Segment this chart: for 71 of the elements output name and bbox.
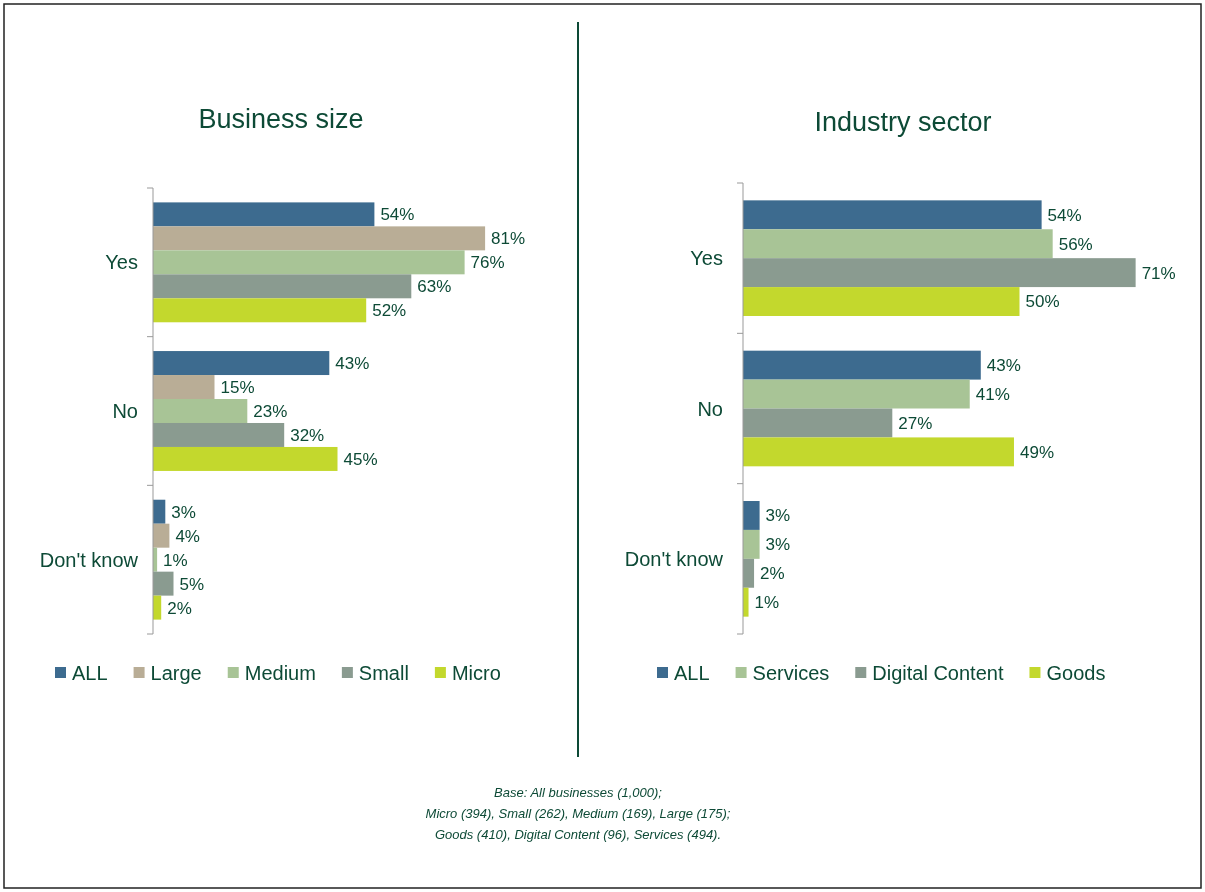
bar <box>743 258 1136 288</box>
y-tick-label: Don't know <box>624 547 724 570</box>
bar <box>743 200 1042 230</box>
bar <box>743 529 760 559</box>
data-label: 50% <box>1025 292 1060 312</box>
data-label: 63% <box>417 277 452 297</box>
bar <box>153 375 215 400</box>
data-label: 3% <box>171 502 196 522</box>
bar <box>743 587 749 617</box>
bar <box>153 202 375 227</box>
text: Goods (410), Digital Content (96), Services (494). <box>434 827 722 842</box>
data-label: 49% <box>1019 442 1054 462</box>
data-label: 5% <box>179 574 205 594</box>
data-label: 23% <box>253 401 288 421</box>
bar <box>743 379 970 409</box>
bar <box>153 446 338 471</box>
data-label: 71% <box>1141 263 1176 283</box>
data-label: 15% <box>220 377 255 397</box>
data-label: 32% <box>290 425 325 445</box>
bar <box>153 274 412 299</box>
y-tick-label: Don't know <box>39 548 139 571</box>
data-label: 2% <box>760 564 785 584</box>
bar <box>153 250 465 275</box>
text: Base: All businesses (1,000); <box>494 785 663 800</box>
chart-title: Industry sector <box>814 107 992 137</box>
data-label: 4% <box>175 526 200 546</box>
y-tick-label: Yes <box>105 251 138 274</box>
bar <box>743 287 1020 316</box>
bar <box>743 501 760 530</box>
legend-label: Medium <box>244 662 316 684</box>
legend-label: ALL <box>674 662 710 684</box>
y-tick-label: Yes <box>690 247 723 270</box>
bar <box>153 399 248 423</box>
data-label: 54% <box>380 205 415 225</box>
bar <box>153 422 285 447</box>
legend-label: Small <box>358 662 409 684</box>
data-label: 43% <box>335 353 370 373</box>
chart-title: Business size <box>198 104 364 134</box>
legend-label: Large <box>150 662 202 684</box>
bar <box>743 437 1014 467</box>
bar <box>743 408 893 438</box>
text: Micro (394), Small (262), Medium (169), Large (175); <box>425 806 731 821</box>
bar <box>743 229 1053 259</box>
data-label: 45% <box>343 449 378 469</box>
bar <box>153 298 367 323</box>
bar <box>153 226 486 251</box>
data-label: 3% <box>765 535 791 555</box>
bar <box>743 558 755 588</box>
data-label: 52% <box>372 301 407 321</box>
data-label: 41% <box>975 384 1010 404</box>
bar <box>153 571 174 596</box>
data-label: 27% <box>898 413 933 433</box>
bar <box>153 523 170 548</box>
legend-label: Micro <box>451 662 501 684</box>
data-label: 1% <box>163 550 188 570</box>
y-tick-label: No <box>112 400 138 422</box>
y-tick-label: No <box>697 397 723 420</box>
data-label: 76% <box>470 253 505 273</box>
data-label: 54% <box>1047 205 1082 225</box>
legend-label: ALL <box>72 662 108 684</box>
bar <box>743 350 981 380</box>
data-label: 2% <box>167 598 192 618</box>
legend-label: Goods <box>1046 662 1106 684</box>
bar <box>153 351 330 376</box>
data-label: 3% <box>765 506 791 526</box>
data-label: 43% <box>986 356 1021 376</box>
data-label: 81% <box>491 229 526 249</box>
data-label: 56% <box>1058 234 1093 254</box>
legend-label: Services <box>752 662 830 684</box>
data-label: 1% <box>754 593 780 613</box>
legend-label: Digital Content <box>872 662 1004 684</box>
